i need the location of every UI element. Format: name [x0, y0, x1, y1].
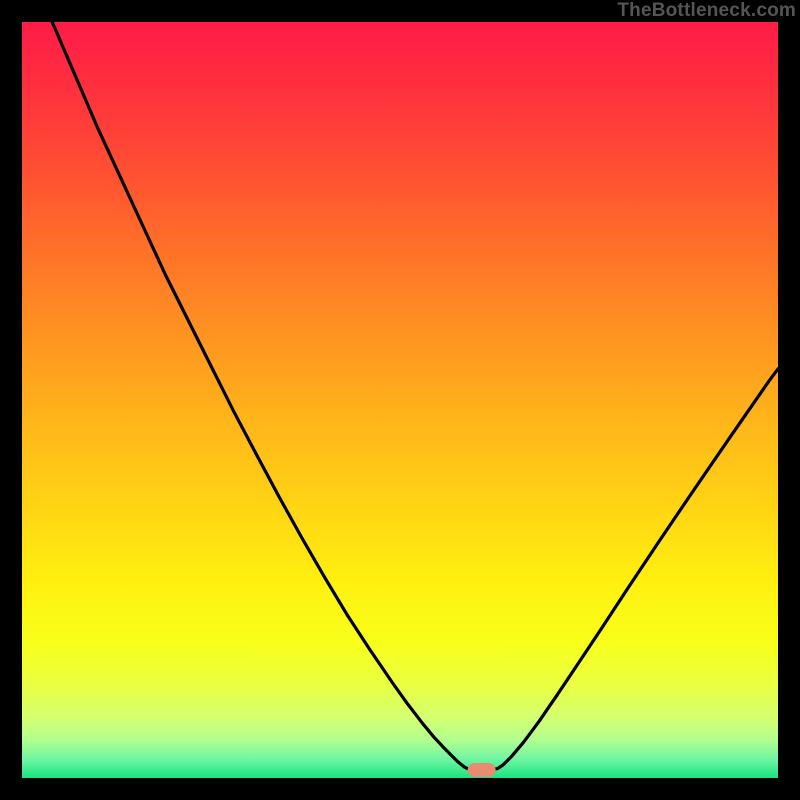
chart-container: TheBottleneck.com: [0, 0, 800, 800]
plot-area: [22, 22, 778, 778]
optimum-marker: [468, 763, 496, 777]
watermark-text: TheBottleneck.com: [617, 0, 796, 22]
bottleneck-curve: [22, 22, 778, 778]
